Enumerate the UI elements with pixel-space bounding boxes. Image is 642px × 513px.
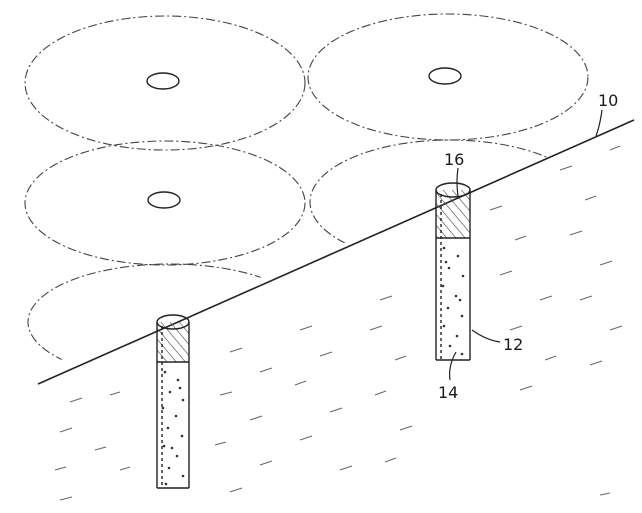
leader-line-10 (595, 109, 603, 137)
label-fill-material: 14 (438, 383, 458, 402)
leader-line-16 (456, 167, 459, 197)
disc-hole-top-left (146, 72, 180, 90)
ground-surface-line (37, 119, 635, 385)
disc-top-right (307, 13, 589, 141)
disc-top-left (24, 15, 306, 151)
left-post-fill-dots (161, 370, 185, 486)
label-ground-surface: 10 (598, 91, 618, 110)
right-post-fill-dots (441, 246, 465, 356)
disc-hole-middle-left (147, 191, 181, 209)
leader-line-14 (449, 351, 457, 381)
leader-line-12 (471, 329, 501, 343)
left-post (156, 314, 190, 489)
disc-array (24, 13, 591, 381)
label-post-body: 12 (503, 335, 523, 354)
disc-middle-left (24, 140, 306, 266)
disc-hole-top-right (428, 67, 462, 85)
soil-texture (54, 145, 623, 501)
label-top-cap: 16 (444, 150, 464, 169)
right-post (435, 182, 471, 361)
